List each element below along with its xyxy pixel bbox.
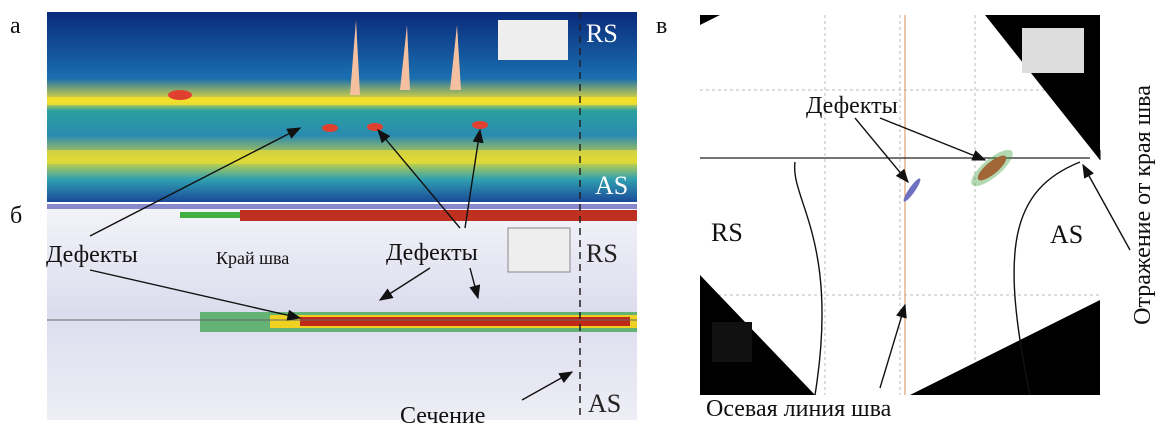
side-label: AS: [588, 389, 621, 418]
annotation: Дефекты: [386, 240, 478, 266]
annotation: Дефекты: [46, 242, 138, 268]
side-label: AS: [1050, 220, 1083, 249]
annotation: Сечение: [400, 403, 485, 429]
side-label: AS: [595, 171, 628, 200]
annotation: Осевая линия шва: [706, 396, 892, 422]
side-label: RS: [586, 239, 618, 268]
scan-image-b: [47, 204, 637, 420]
scan-image-a: [47, 12, 637, 202]
annotation: Край шва: [216, 248, 289, 268]
panel-label: в: [656, 13, 667, 39]
annotation: Дефекты: [806, 93, 898, 119]
panel-label: б: [10, 203, 22, 229]
panel-label: а: [10, 13, 21, 39]
annotation: Отражение от края шва: [1130, 85, 1156, 325]
side-label: RS: [711, 218, 743, 247]
side-label: RS: [586, 19, 618, 48]
figure: а RS AS б RS AS Дефекты Край шва Дефекты…: [0, 0, 1158, 429]
scan-image-c: [700, 15, 1100, 395]
